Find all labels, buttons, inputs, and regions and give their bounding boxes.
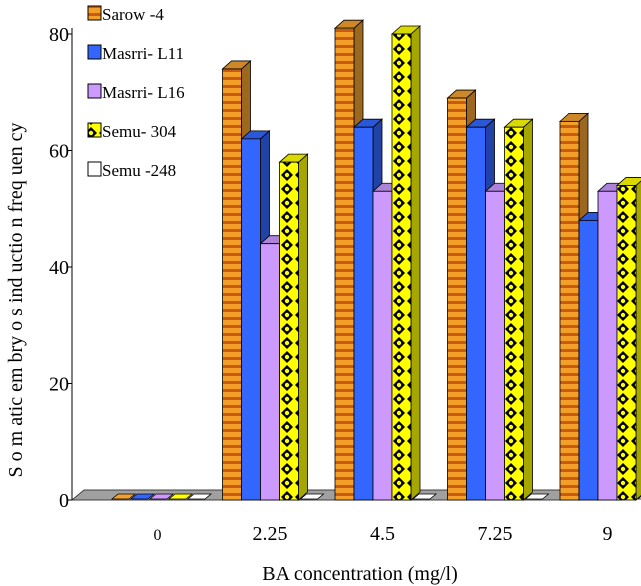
- legend-swatch: [87, 161, 102, 177]
- x-tick-label: 0: [154, 527, 162, 544]
- legend-label: Masrri- L11: [102, 44, 184, 63]
- y-tick-label: 20: [49, 374, 69, 396]
- y-tick-label: 80: [49, 24, 69, 46]
- bar-semu-248-0: [186, 493, 213, 500]
- legend-label: Sarow -4: [102, 5, 164, 24]
- legend-swatch: [87, 44, 102, 60]
- bar-semu-304-0: [167, 493, 194, 500]
- value-axis: 0 20 40 60 80: [49, 24, 73, 512]
- legend-label: Semu -248: [102, 161, 176, 180]
- bar-semu-304-2.25: [278, 153, 309, 501]
- legend-label: Semu- 304: [102, 122, 177, 141]
- x-tick-label: 4.5: [370, 523, 395, 545]
- bars-group: [110, 19, 641, 501]
- legend-item: Semu -248: [87, 161, 176, 180]
- x-axis-label: BA concentration (mg/l): [262, 563, 458, 585]
- bar-semu-304-9: [615, 177, 641, 501]
- bar-semu-304-4.5: [390, 25, 422, 501]
- y-tick-label: 60: [49, 141, 69, 163]
- bar-semu-248-4.5: [411, 493, 438, 500]
- x-tick-label: 9: [603, 523, 613, 545]
- legend-swatch: [87, 83, 102, 99]
- bar-semu-248-7.25: [524, 493, 550, 500]
- category-axis: 0 2.25 4.5 7.25 9: [154, 523, 613, 545]
- legend-item: Masrri- L11: [87, 44, 184, 63]
- legend-item: Sarow -4: [87, 5, 164, 24]
- legend-label: Masrri- L16: [102, 83, 185, 102]
- y-axis-label: S o m atic em bry o s ind uctio n freq u…: [5, 123, 27, 478]
- bar-masrri-l11-0: [129, 493, 156, 500]
- legend-item: Masrri- L16: [87, 83, 185, 102]
- bar-masrri-l16-0: [148, 493, 175, 500]
- y-tick-label: 40: [49, 257, 69, 279]
- legend-swatch: [87, 5, 102, 21]
- y-tick-label: 0: [59, 490, 69, 512]
- bar-semu-304-7.25: [503, 118, 534, 501]
- legend-item: Semu- 304: [87, 122, 177, 141]
- bar-semu-248-2.25: [299, 493, 325, 500]
- bar-sarow-4-0: [110, 493, 137, 500]
- x-tick-label: 7.25: [478, 523, 513, 545]
- bar-semu-248-9: [636, 495, 641, 500]
- legend-swatch: [87, 122, 102, 138]
- x-tick-label: 2.25: [253, 523, 288, 545]
- legend: Sarow -4 Masrri- L11 Masrri- L16 Semu- 304 S…: [87, 5, 185, 180]
